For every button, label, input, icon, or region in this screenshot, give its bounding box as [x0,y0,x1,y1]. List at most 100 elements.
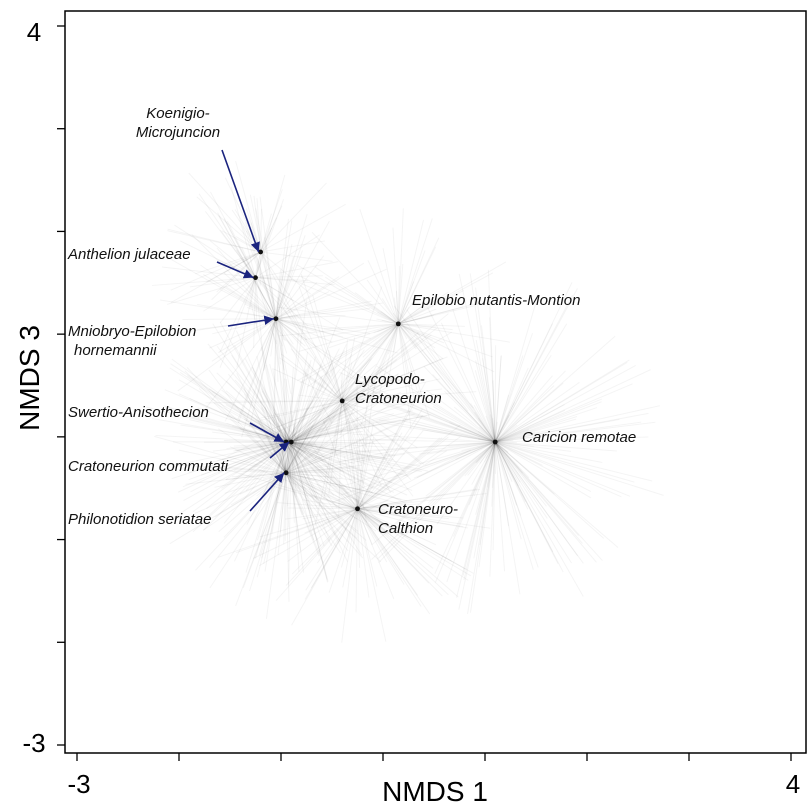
spider-spoke [280,306,287,443]
spider-spoke [285,391,402,443]
spider-spoke [279,317,287,443]
spider-spoke [290,441,350,490]
spider-spoke [275,318,377,395]
spider-spoke [398,291,449,325]
spider-spoke [235,330,287,443]
centroid-point [273,316,279,322]
spider-spoke [285,413,344,443]
spider-spoke [285,472,358,520]
spider-spoke [285,472,367,541]
spider-spoke [298,323,399,352]
spider-spoke [494,421,498,443]
spider-spoke [300,276,399,325]
spider-spoke [291,413,395,443]
spider-spoke [205,400,343,404]
spider-spoke [234,379,292,443]
spider-spoke [285,378,304,443]
spider-spoke [285,472,320,557]
spider-spoke [495,441,517,444]
spider-spoke [285,405,390,474]
spider-spoke [494,370,566,443]
spider-spoke [208,472,287,568]
spider-spoke [312,294,343,402]
spider-spoke [290,441,295,523]
spider-spoke [243,393,287,474]
spider-spoke [342,433,358,509]
spider-spoke [226,220,256,278]
spider-spoke [262,318,277,371]
spider-spoke [188,441,292,473]
spider-spoke [275,255,325,320]
spider-spoke [286,448,403,474]
spider-spoke [357,508,390,534]
spider-spoke [339,323,399,436]
spider-spoke [341,388,367,402]
spider-spoke [285,363,378,443]
spider-spoke [256,198,262,253]
centroid-label: Mniobryo-Epilobion hornemannii [68,323,196,359]
spider-spoke [290,377,294,443]
spider-spoke [255,277,277,345]
spider-spoke [275,318,306,347]
spider-spoke [290,441,314,515]
spider-spoke [161,266,256,279]
spider-spoke [368,397,496,443]
spider-spoke [276,339,287,443]
spider-spoke [338,400,343,517]
spider-spoke [357,500,413,510]
spider-spoke [285,472,346,501]
spider-spoke [285,472,324,564]
centroid-point [395,321,401,327]
spider-spoke [452,309,496,443]
spider-spoke [494,323,568,443]
spider-spoke [285,441,360,503]
spider-spoke [285,418,317,443]
spider-spoke [278,428,292,443]
spider-spoke [475,339,496,443]
spider-spoke [342,391,477,402]
spider-spoke [186,367,287,474]
spider-spoke [470,403,496,443]
spider-spoke [357,486,365,509]
spider-spoke [494,441,605,539]
spider-spoke [285,441,413,491]
spider-spoke [285,441,302,552]
spider-spoke [285,448,292,473]
centroid-point [339,398,345,404]
spider-spoke [423,366,496,443]
spider-spoke [316,508,358,564]
leader-arrow [249,472,285,512]
spider-spoke [298,394,343,402]
spider-spoke [259,196,277,319]
spider-spoke [285,441,315,541]
spider-spoke [228,466,287,474]
spider-spoke [250,304,287,443]
spider-spoke [474,411,496,443]
spider-spoke [444,391,496,443]
spider-spoke [304,508,358,534]
centroid-label: Koenigio-Microjuncion [136,105,220,141]
spider-spoke [242,226,277,319]
spider-spoke [285,472,290,602]
spider-spoke [494,335,616,443]
spider-spoke [290,348,340,443]
spider-spoke [241,318,277,438]
spider-spoke [285,472,322,547]
spider-spoke [285,368,341,443]
spider-spoke [290,441,329,582]
spider-spoke [494,441,521,595]
spider-spoke [402,402,496,443]
spider-spoke [382,403,496,443]
spider-spoke [290,441,295,459]
spider-spoke [495,401,602,443]
spider-spoke [477,438,496,443]
spider-spoke [249,277,256,294]
spider-spoke [255,275,323,279]
spider-spoke [255,199,284,278]
spider-spoke [494,424,518,443]
spider-spoke [259,508,358,567]
spider-spoke [310,508,358,589]
spider-spoke [290,317,341,443]
spider-spoke [290,441,357,481]
spider-spoke [398,306,464,325]
